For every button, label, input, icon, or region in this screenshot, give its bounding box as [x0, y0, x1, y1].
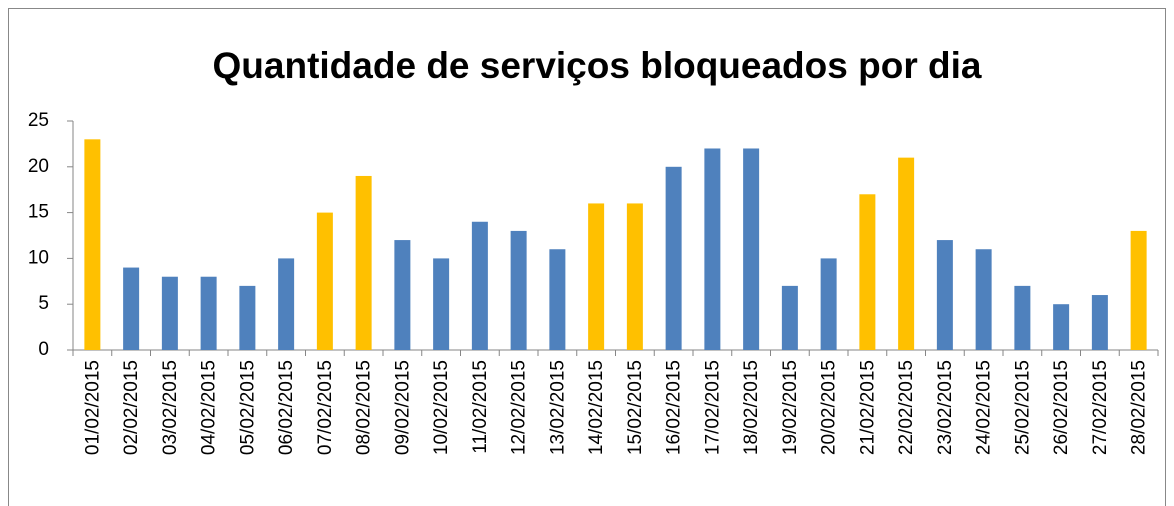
x-tick-label: 17/02/2015 — [702, 360, 723, 455]
bar — [704, 148, 721, 350]
bar — [394, 240, 411, 350]
x-tick-label: 08/02/2015 — [354, 360, 375, 455]
bar — [161, 276, 178, 350]
x-tick-label: 07/02/2015 — [315, 360, 336, 455]
y-tick-label: 10 — [28, 247, 49, 268]
x-tick-label: 25/02/2015 — [1012, 360, 1033, 455]
bar — [471, 221, 488, 350]
x-tick-label: 28/02/2015 — [1129, 360, 1150, 455]
bar — [781, 285, 798, 350]
bar — [355, 175, 372, 350]
y-tick-label: 20 — [28, 156, 49, 177]
x-tick-label: 26/02/2015 — [1051, 360, 1072, 455]
x-tick-label: 06/02/2015 — [276, 360, 297, 455]
bar — [239, 285, 256, 350]
bar — [1091, 295, 1108, 350]
x-tick-label: 16/02/2015 — [664, 360, 685, 455]
x-tick-label: 23/02/2015 — [935, 360, 956, 455]
bar — [316, 212, 333, 350]
x-tick-label: 21/02/2015 — [857, 360, 878, 455]
bar — [626, 203, 643, 350]
x-tick-label: 04/02/2015 — [199, 360, 220, 455]
chart-title: Quantidade de serviços bloqueados por di… — [213, 45, 982, 86]
x-tick-label: 20/02/2015 — [819, 360, 840, 455]
bar — [84, 139, 101, 350]
bar — [1014, 285, 1031, 350]
x-tick-label: 05/02/2015 — [237, 360, 258, 455]
bar — [665, 166, 682, 350]
bar — [743, 148, 760, 350]
x-tick-label: 12/02/2015 — [509, 360, 530, 455]
bar — [433, 258, 450, 350]
bar — [1053, 304, 1070, 350]
x-tick-label: 19/02/2015 — [780, 360, 801, 455]
bar — [200, 276, 217, 350]
bar — [549, 249, 566, 350]
x-tick-label: 10/02/2015 — [431, 360, 452, 455]
x-tick-label: 03/02/2015 — [160, 360, 181, 455]
x-tick-label: 11/02/2015 — [470, 360, 491, 454]
bar — [859, 194, 876, 350]
bar — [123, 267, 140, 350]
bar — [975, 249, 992, 350]
bar — [898, 157, 915, 350]
bar — [820, 258, 837, 350]
x-tick-label: 15/02/2015 — [625, 360, 646, 455]
x-tick-label: 27/02/2015 — [1090, 360, 1111, 455]
x-tick-label: 22/02/2015 — [896, 360, 917, 455]
y-tick-label: 0 — [38, 339, 49, 360]
y-tick-label: 15 — [28, 202, 49, 223]
x-tick-label: 18/02/2015 — [741, 360, 762, 455]
bar — [510, 230, 527, 350]
x-tick-label: 01/02/2015 — [82, 360, 103, 455]
bar — [588, 203, 605, 350]
y-tick-label: 25 — [28, 110, 49, 131]
bar — [278, 258, 295, 350]
bar — [1130, 230, 1147, 350]
x-tick-label: 02/02/2015 — [121, 360, 142, 455]
y-tick-label: 5 — [38, 293, 49, 314]
x-tick-label: 09/02/2015 — [392, 360, 413, 455]
chart-frame — [8, 8, 1166, 506]
x-tick-label: 14/02/2015 — [586, 360, 607, 455]
bar — [936, 240, 953, 350]
x-tick-label: 13/02/2015 — [547, 360, 568, 455]
x-tick-label: 24/02/2015 — [974, 360, 995, 455]
